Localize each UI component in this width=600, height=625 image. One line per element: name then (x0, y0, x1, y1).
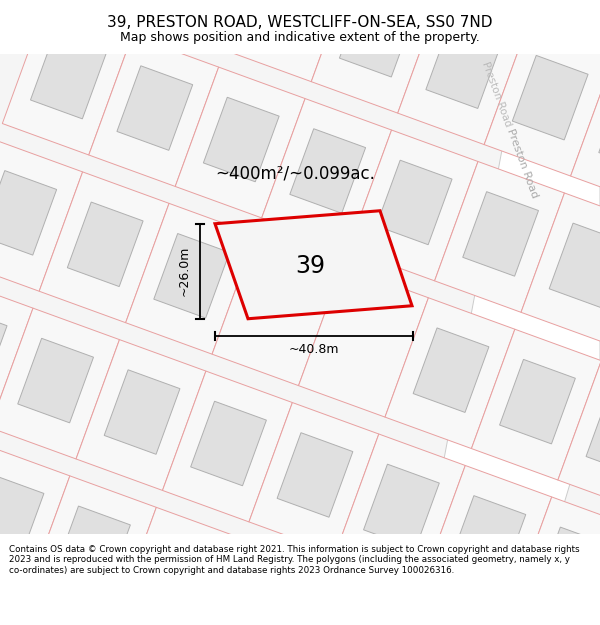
Polygon shape (89, 36, 218, 186)
Polygon shape (0, 307, 7, 391)
Polygon shape (558, 361, 600, 511)
Polygon shape (484, 25, 600, 176)
Polygon shape (364, 464, 439, 549)
Polygon shape (521, 193, 600, 344)
Polygon shape (249, 402, 379, 553)
Polygon shape (212, 235, 342, 386)
Polygon shape (163, 371, 292, 522)
Polygon shape (76, 339, 206, 491)
Polygon shape (31, 34, 106, 119)
Polygon shape (154, 234, 230, 318)
Polygon shape (67, 202, 143, 287)
Polygon shape (262, 99, 392, 249)
Polygon shape (286, 570, 416, 625)
Text: Preston Road: Preston Road (481, 60, 514, 127)
Polygon shape (599, 87, 600, 171)
Polygon shape (385, 298, 515, 449)
Polygon shape (167, 0, 242, 14)
Polygon shape (2, 4, 132, 155)
Polygon shape (39, 172, 169, 322)
Polygon shape (290, 129, 365, 213)
Polygon shape (426, 24, 502, 109)
Polygon shape (0, 277, 33, 428)
Polygon shape (52, 0, 182, 19)
Polygon shape (571, 57, 600, 208)
Polygon shape (0, 444, 70, 595)
Polygon shape (191, 401, 266, 486)
Polygon shape (398, 0, 527, 144)
Polygon shape (372, 602, 502, 625)
Text: ~400m²/~0.099ac.: ~400m²/~0.099ac. (215, 165, 375, 182)
Polygon shape (175, 67, 305, 218)
Polygon shape (536, 527, 600, 612)
Polygon shape (335, 434, 465, 585)
Polygon shape (0, 308, 119, 459)
Polygon shape (0, 141, 83, 291)
Text: Preston Road: Preston Road (505, 127, 539, 200)
Polygon shape (113, 508, 243, 625)
Polygon shape (18, 338, 94, 423)
Polygon shape (413, 328, 489, 412)
Polygon shape (26, 476, 157, 625)
Polygon shape (227, 569, 303, 625)
Polygon shape (125, 203, 256, 354)
Polygon shape (376, 160, 452, 245)
Polygon shape (430, 54, 600, 534)
Text: 39: 39 (295, 254, 325, 278)
Polygon shape (117, 66, 193, 151)
Polygon shape (340, 0, 415, 77)
Polygon shape (314, 601, 390, 625)
Polygon shape (0, 474, 44, 559)
Polygon shape (549, 223, 600, 308)
Polygon shape (463, 192, 538, 276)
Polygon shape (215, 211, 412, 319)
Polygon shape (203, 98, 279, 182)
Polygon shape (434, 161, 565, 312)
Polygon shape (508, 497, 600, 625)
Text: ~26.0m: ~26.0m (178, 246, 191, 296)
Polygon shape (422, 466, 552, 616)
Text: 39, PRESTON ROAD, WESTCLIFF-ON-SEA, SS0 7ND: 39, PRESTON ROAD, WESTCLIFF-ON-SEA, SS0 … (107, 15, 493, 30)
Polygon shape (141, 538, 217, 622)
Polygon shape (139, 0, 268, 50)
Polygon shape (0, 171, 56, 255)
Polygon shape (199, 539, 329, 625)
Polygon shape (253, 0, 329, 46)
Polygon shape (55, 506, 130, 591)
Polygon shape (311, 0, 441, 113)
Text: ~40.8m: ~40.8m (289, 343, 339, 356)
Polygon shape (299, 266, 428, 417)
Polygon shape (512, 56, 588, 140)
Polygon shape (450, 496, 526, 580)
Polygon shape (586, 391, 600, 476)
Polygon shape (500, 359, 575, 444)
Polygon shape (225, 0, 355, 82)
Polygon shape (472, 329, 600, 480)
Polygon shape (277, 432, 353, 518)
Polygon shape (348, 130, 478, 281)
Text: Map shows position and indicative extent of the property.: Map shows position and indicative extent… (120, 31, 480, 44)
Text: Contains OS data © Crown copyright and database right 2021. This information is : Contains OS data © Crown copyright and d… (9, 545, 580, 575)
Polygon shape (104, 370, 180, 454)
